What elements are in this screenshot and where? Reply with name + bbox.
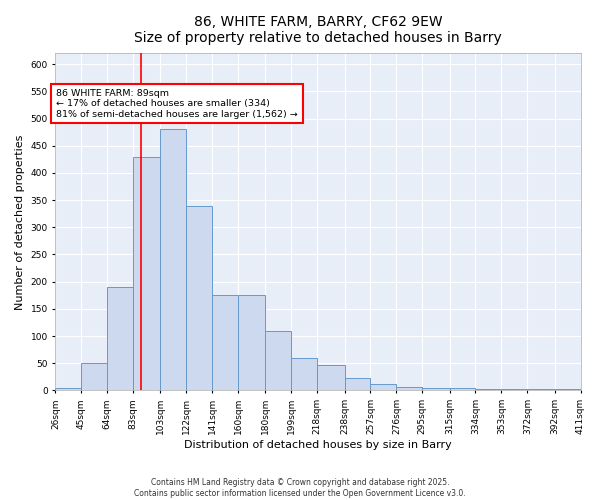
Text: Contains HM Land Registry data © Crown copyright and database right 2025.
Contai: Contains HM Land Registry data © Crown c… — [134, 478, 466, 498]
Bar — [107, 287, 133, 391]
Bar — [55, 388, 82, 390]
Bar — [265, 330, 292, 390]
Bar — [187, 206, 212, 390]
Y-axis label: Number of detached properties: Number of detached properties — [15, 134, 25, 310]
Bar — [292, 358, 317, 390]
Bar — [133, 156, 160, 390]
Bar — [554, 389, 581, 390]
Title: 86, WHITE FARM, BARRY, CF62 9EW
Size of property relative to detached houses in : 86, WHITE FARM, BARRY, CF62 9EW Size of … — [134, 15, 502, 45]
Bar — [238, 296, 265, 390]
Bar — [344, 378, 370, 390]
Bar — [422, 388, 449, 390]
X-axis label: Distribution of detached houses by size in Barry: Distribution of detached houses by size … — [184, 440, 452, 450]
Bar — [502, 389, 527, 390]
Bar — [527, 389, 554, 390]
Bar — [370, 384, 397, 390]
Bar — [160, 130, 187, 390]
Bar — [397, 386, 422, 390]
Bar — [212, 296, 238, 390]
Bar — [475, 389, 502, 390]
Bar — [449, 388, 475, 390]
Bar — [317, 366, 344, 390]
Text: 86 WHITE FARM: 89sqm
← 17% of detached houses are smaller (334)
81% of semi-deta: 86 WHITE FARM: 89sqm ← 17% of detached h… — [56, 88, 298, 118]
Bar — [82, 363, 107, 390]
